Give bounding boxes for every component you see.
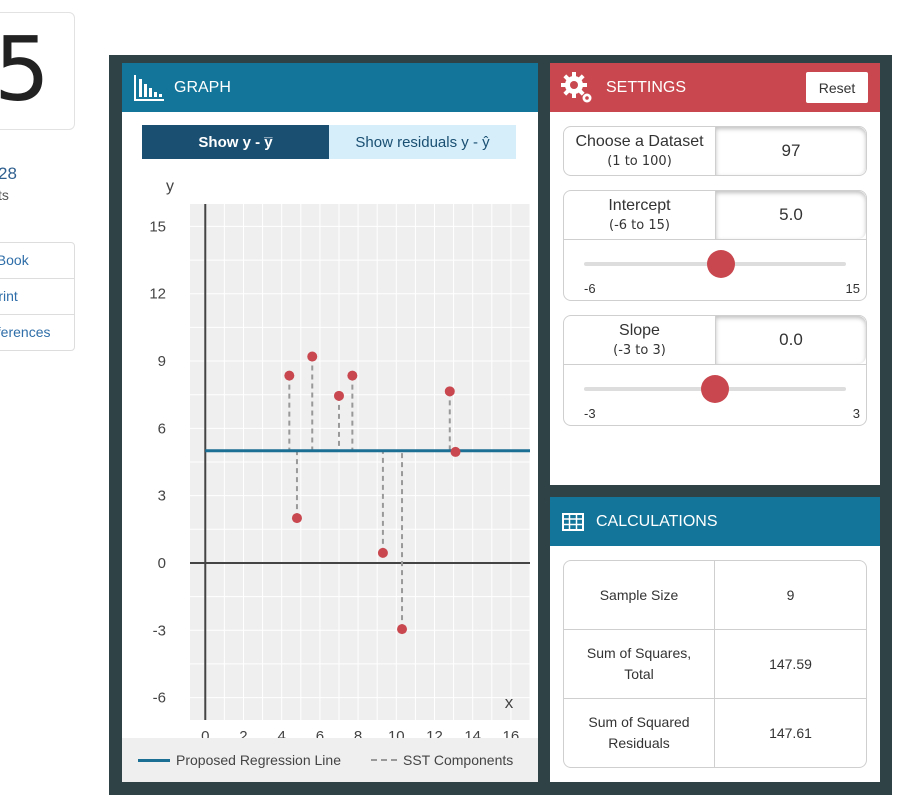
calculations-table: Sample Size 9 Sum of Squares, Total 147.… [563,560,867,768]
legend-sst-label: SST Components [403,752,514,768]
reset-button[interactable]: Reset [806,72,868,103]
legend-line-swatch [138,758,170,762]
show-residuals-button[interactable]: Show residuals y - ŷ [329,125,516,159]
data-point [333,390,344,401]
data-point [377,547,388,558]
side-links: eBook Print eferences [0,242,75,351]
x-axis-label: x [505,693,514,712]
slope-slider[interactable]: -3 3 [564,364,866,425]
graph-panel: GRAPH Show y - y̅ Show residuals y - ŷ 0… [122,63,538,782]
data-point [347,370,358,381]
slope-slider-handle[interactable] [701,375,729,403]
settings-header: SETTINGS Reset [550,63,880,112]
show-y-minus-ybar-button[interactable]: Show y - y̅ [142,125,329,159]
sst-value: 147.59 [769,656,812,672]
dataset-input[interactable]: 97 [716,127,866,175]
calculations-header: CALCULATIONS [550,497,880,546]
data-point [450,446,461,457]
chart-legend: Proposed Regression Line SST Components [122,738,538,782]
y-tick-label: -6 [153,690,166,707]
ssr-label: Sum of Squared Residuals [564,699,715,767]
sample-size-value: 9 [786,587,795,603]
y-tick-label: 9 [158,353,166,370]
link-ebook[interactable]: eBook [0,243,74,279]
x-tick-label: 8 [354,728,362,745]
gears-icon [561,71,592,102]
intercept-min-label: -6 [584,281,596,296]
slope-max-label: 3 [852,406,860,421]
x-tick-label: 6 [316,728,324,745]
dataset-label: Choose a Dataset (1 to 100) [564,127,716,175]
legend-regression-label: Proposed Regression Line [176,752,341,768]
sst-label: Sum of Squares, Total [564,630,715,698]
calculations-title: CALCULATIONS [596,512,718,530]
y-tick-label: 6 [158,420,166,437]
bar-chart-icon [134,74,164,101]
y-axis-label: y [166,178,174,195]
link-references[interactable]: eferences [0,324,51,340]
points-value: 28 [0,164,17,183]
x-tick-label: 2 [239,728,247,745]
x-tick-label: 0 [201,728,209,745]
table-row: Sample Size 9 [564,561,866,630]
intercept-label: Intercept (-6 to 15) [564,191,716,239]
data-point [444,386,455,397]
y-tick-label: 3 [158,488,166,505]
dataset-box: Choose a Dataset (1 to 100) 97 [563,126,867,176]
intercept-box: Intercept (-6 to 15) 5.0 -6 15 [563,190,867,301]
data-point [284,370,295,381]
intercept-input[interactable]: 5.0 [716,191,866,239]
data-point [291,513,302,524]
x-tick-label: 4 [278,728,286,745]
app-container: GRAPH Show y - y̅ Show residuals y - ŷ 0… [109,55,892,795]
table-icon [562,512,584,531]
slope-min-label: -3 [584,406,596,421]
points-label: ts [0,187,9,203]
y-tick-label: -3 [153,622,166,639]
calculations-panel: CALCULATIONS Sample Size 9 Sum of Square… [550,497,880,782]
graph-title: GRAPH [174,78,231,96]
table-row: Sum of Squared Residuals 147.61 [564,699,866,767]
link-print[interactable]: Print [0,279,74,315]
score-card [0,12,75,130]
ssr-value: 147.61 [769,725,812,741]
table-row: Sum of Squares, Total 147.59 [564,630,866,699]
legend-dash-swatch [371,759,397,761]
y-tick-label: 12 [149,286,166,303]
slope-input[interactable]: 0.0 [716,316,866,364]
slope-label: Slope (-3 to 3) [564,316,716,364]
score-value: 5 [0,18,50,121]
intercept-max-label: 15 [845,281,860,296]
settings-panel: SETTINGS Reset Choose a Dataset (1 to 10… [550,63,880,485]
settings-title: SETTINGS [606,78,687,96]
intercept-slider[interactable]: -6 15 [564,239,866,300]
graph-mode-toggle: Show y - y̅ Show residuals y - ŷ [142,125,516,159]
slope-box: Slope (-3 to 3) 0.0 -3 3 [563,315,867,426]
graph-header: GRAPH [122,63,538,112]
y-tick-label: 15 [149,218,166,235]
data-point [307,351,318,362]
data-point [397,624,408,635]
y-tick-label: 0 [158,555,166,572]
intercept-slider-handle[interactable] [707,250,736,278]
sample-size-label: Sample Size [564,561,715,629]
